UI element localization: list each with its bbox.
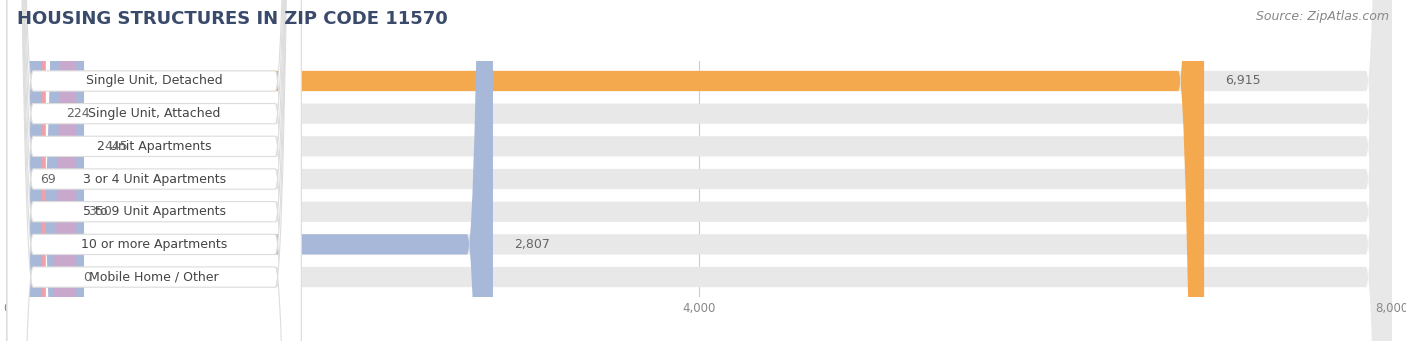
FancyBboxPatch shape: [7, 0, 1392, 341]
FancyBboxPatch shape: [7, 0, 1392, 341]
Text: 445: 445: [105, 140, 128, 153]
FancyBboxPatch shape: [7, 0, 1392, 341]
FancyBboxPatch shape: [7, 0, 301, 341]
Text: Single Unit, Attached: Single Unit, Attached: [89, 107, 221, 120]
FancyBboxPatch shape: [7, 0, 46, 341]
Text: 350: 350: [89, 205, 112, 218]
Text: 0: 0: [83, 270, 91, 284]
Text: 5 to 9 Unit Apartments: 5 to 9 Unit Apartments: [83, 205, 226, 218]
Text: 69: 69: [39, 173, 55, 186]
FancyBboxPatch shape: [7, 0, 1204, 341]
FancyBboxPatch shape: [7, 0, 494, 341]
Text: 224: 224: [66, 107, 90, 120]
FancyBboxPatch shape: [7, 0, 76, 341]
Text: Single Unit, Detached: Single Unit, Detached: [86, 74, 222, 88]
Text: 10 or more Apartments: 10 or more Apartments: [82, 238, 228, 251]
FancyBboxPatch shape: [7, 0, 1392, 341]
Text: 2 Unit Apartments: 2 Unit Apartments: [97, 140, 211, 153]
FancyBboxPatch shape: [7, 0, 301, 341]
FancyBboxPatch shape: [7, 0, 1392, 341]
FancyBboxPatch shape: [7, 0, 42, 341]
Text: 2,807: 2,807: [513, 238, 550, 251]
Text: 6,915: 6,915: [1225, 74, 1261, 88]
FancyBboxPatch shape: [7, 0, 67, 341]
Text: Source: ZipAtlas.com: Source: ZipAtlas.com: [1256, 10, 1389, 23]
FancyBboxPatch shape: [7, 0, 301, 341]
FancyBboxPatch shape: [7, 0, 1392, 341]
Text: 3 or 4 Unit Apartments: 3 or 4 Unit Apartments: [83, 173, 226, 186]
FancyBboxPatch shape: [7, 0, 301, 341]
FancyBboxPatch shape: [7, 0, 301, 341]
FancyBboxPatch shape: [7, 0, 84, 341]
FancyBboxPatch shape: [7, 0, 301, 341]
Text: HOUSING STRUCTURES IN ZIP CODE 11570: HOUSING STRUCTURES IN ZIP CODE 11570: [17, 10, 447, 28]
Text: Mobile Home / Other: Mobile Home / Other: [90, 270, 219, 284]
FancyBboxPatch shape: [7, 0, 301, 341]
FancyBboxPatch shape: [7, 0, 1392, 341]
